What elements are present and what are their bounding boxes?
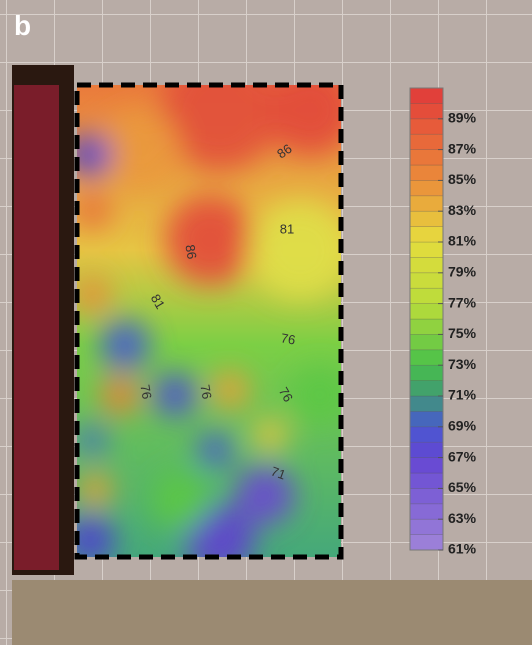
colorbar-band <box>410 242 443 257</box>
door <box>14 85 59 570</box>
colorbar-band <box>410 381 443 396</box>
colorbar-tick-label: 79% <box>448 264 477 280</box>
colorbar-band <box>410 88 443 103</box>
colorbar-band <box>410 334 443 349</box>
colorbar-band <box>410 365 443 380</box>
colorbar-tick-label: 81% <box>448 233 477 249</box>
colorbar-band <box>410 535 443 550</box>
colorbar-tick-label: 73% <box>448 356 477 372</box>
heatmap <box>65 50 355 575</box>
colorbar-band <box>410 227 443 242</box>
colorbar-band <box>410 519 443 534</box>
colorbar-band <box>410 396 443 411</box>
colorbar-tick-label: 85% <box>448 171 477 187</box>
colorbar-band <box>410 119 443 134</box>
colorbar-tick-label: 75% <box>448 325 477 341</box>
colorbar-tick-label: 61% <box>448 541 477 557</box>
pavement <box>12 580 532 645</box>
colorbar-band <box>410 350 443 365</box>
colorbar-tick-label: 69% <box>448 418 477 434</box>
colorbar-band <box>410 196 443 211</box>
contour-label: 76 <box>280 330 297 347</box>
colorbar-tick-label: 67% <box>448 448 477 464</box>
colorbar-band <box>410 150 443 165</box>
colorbar-band <box>410 288 443 303</box>
colorbar-tick-label: 77% <box>448 294 477 310</box>
colorbar-band <box>410 427 443 442</box>
colorbar-band <box>410 319 443 334</box>
colorbar-band <box>410 134 443 149</box>
figure: b 61% 63% 65% 67% 69% 71% 73% 75% 77% 79% 81% 83% 85… <box>0 0 532 645</box>
contour-label: 86 <box>182 243 199 260</box>
contour-label: 76 <box>137 383 154 400</box>
colorbar-band <box>410 165 443 180</box>
panel-label: b <box>14 10 31 41</box>
colorbar-band <box>410 257 443 272</box>
colorbar-band <box>410 504 443 519</box>
colorbar-tick-label: 89% <box>448 110 477 126</box>
colorbar-band <box>410 273 443 288</box>
colorbar-tick-label: 87% <box>448 140 477 156</box>
colorbar-tick-label: 83% <box>448 202 477 218</box>
colorbar-band <box>410 488 443 503</box>
colorbar-band <box>410 304 443 319</box>
colorbar-band <box>410 103 443 118</box>
colorbar-band <box>410 211 443 226</box>
colorbar-band <box>410 458 443 473</box>
colorbar-tick-label: 71% <box>448 387 477 403</box>
colorbar-band <box>410 442 443 457</box>
colorbar-band <box>410 411 443 426</box>
colorbar-tick-label: 65% <box>448 479 477 495</box>
colorbar-band <box>410 473 443 488</box>
colorbar-band <box>410 180 443 195</box>
colorbar-tick-label: 63% <box>448 510 477 526</box>
contour-label: 81 <box>280 221 294 236</box>
contour-label: 76 <box>197 383 214 400</box>
